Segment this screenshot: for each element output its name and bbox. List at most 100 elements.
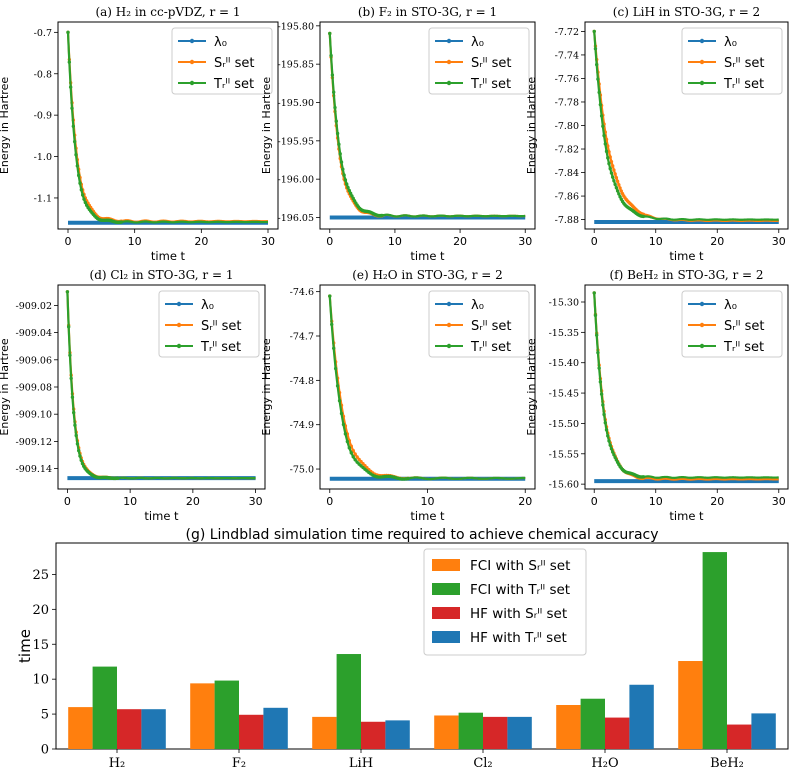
panel-f-marker xyxy=(607,439,611,443)
panel-f-ytick-label: -15.50 xyxy=(549,419,579,430)
panel-e-marker xyxy=(357,457,361,462)
panel-b-marker xyxy=(347,188,352,193)
panel-a-xtick-label: 30 xyxy=(261,235,275,248)
panel-e-xtick-label: 0 xyxy=(326,495,333,508)
panel-e-ylabel: Energy in Hartree xyxy=(260,338,273,435)
panel-c-marker xyxy=(610,175,615,179)
panel-c-marker xyxy=(593,47,598,51)
panel-c-marker xyxy=(607,161,611,166)
panel-e-marker xyxy=(351,455,355,459)
panel-d-ytick-label: -909.10 xyxy=(16,410,52,421)
panel-f-marker xyxy=(592,291,596,295)
panel-d-legend-label: λ₀ xyxy=(201,298,214,313)
panel-a-xtick-label: 20 xyxy=(194,235,208,248)
panel-a-xtick-label: 10 xyxy=(128,235,142,248)
panel-a-marker xyxy=(75,164,80,168)
panel-b-legend-label: Tᵣᴵᴵ set xyxy=(470,77,511,92)
panel-c-marker xyxy=(617,183,621,187)
panel-c-legend-marker xyxy=(699,38,705,44)
panel-g-frame xyxy=(55,542,789,750)
panel-c-xlabel: time t xyxy=(669,249,704,263)
panel-a-marker xyxy=(71,124,76,128)
panel-a-legend-marker xyxy=(189,59,195,65)
panel-d-xtick-label: 30 xyxy=(249,495,263,508)
panel-b-marker xyxy=(333,105,337,110)
panel-a-ytick-label: -0.8 xyxy=(34,69,52,80)
panel-b-legend-marker xyxy=(446,59,452,65)
panel-g-bar xyxy=(458,712,483,749)
panel-e-marker xyxy=(355,455,359,459)
panel-g-title: (g) Lindblad simulation time required to… xyxy=(185,527,658,543)
panel-f-marker xyxy=(608,443,612,447)
panel-e-legend xyxy=(428,290,530,358)
panel-f-xlabel: time t xyxy=(669,509,704,523)
panel-d-xtick-label: 20 xyxy=(186,495,200,508)
panel-c-ytick-label: -7.86 xyxy=(555,192,579,203)
panel-c-xtick-label: 10 xyxy=(649,235,663,248)
panel-b-marker xyxy=(380,213,384,218)
panel-d-marker xyxy=(65,290,70,294)
panel-b-legend-label: Sᵣᴵᴵ set xyxy=(471,56,511,71)
panel-b-marker xyxy=(345,182,349,186)
panel-f-marker xyxy=(606,434,610,438)
panel-e-marker xyxy=(339,411,344,416)
panel-d-marker xyxy=(80,461,85,466)
panel-a-marker xyxy=(83,200,88,205)
panel-e-marker xyxy=(335,384,340,388)
panel-a-marker xyxy=(74,153,78,157)
panel-d-xtick-label: 0 xyxy=(64,495,71,508)
panel-c-marker xyxy=(615,179,620,184)
panel-g-ytick-label: 10 xyxy=(32,673,49,688)
panel-d-marker xyxy=(79,458,83,462)
panel-c-ytick-label: -7.72 xyxy=(555,27,579,38)
panel-g-bar xyxy=(556,705,581,749)
panel-c-marker xyxy=(604,149,609,154)
panel-c-marker xyxy=(606,144,610,148)
panel-c-marker xyxy=(592,29,596,34)
panel-c-marker xyxy=(618,195,622,199)
panel-b-marker xyxy=(341,167,345,171)
panel-b-xtick-label: 20 xyxy=(453,235,467,248)
panel-f-marker xyxy=(609,447,614,451)
panel-f-marker xyxy=(601,403,605,407)
panel-e-marker xyxy=(328,294,332,298)
panel-b-ytick-label: -195.80 xyxy=(278,21,314,32)
panel-g-bar xyxy=(312,716,337,749)
panel-a-legend-label: Sᵣᴵᴵ set xyxy=(214,56,254,71)
panel-e-legend-label: Sᵣᴵᴵ set xyxy=(471,319,511,334)
panel-e-marker xyxy=(343,432,348,436)
panel-f-legend xyxy=(681,290,783,358)
panel-g-ytick-label: 0 xyxy=(41,743,49,758)
panel-e-marker xyxy=(351,448,355,453)
panel-f-title: (f) BeH₂ in STO-3G, r = 2 xyxy=(609,268,763,282)
panel-c-ytick-label: -7.76 xyxy=(555,74,579,85)
panel-e-ytick-label: -74.6 xyxy=(290,287,314,298)
panel-c-marker xyxy=(618,186,622,190)
panel-d-marker xyxy=(73,423,77,427)
panel-d-legend-marker xyxy=(176,301,182,307)
panel-g-legend-swatch xyxy=(432,607,460,619)
panel-a-marker xyxy=(68,85,73,89)
panel-d-marker xyxy=(77,448,81,453)
panel-c-legend-marker xyxy=(699,59,705,65)
panel-b-ylabel: Energy in Hartree xyxy=(260,77,273,174)
panel-b-frame xyxy=(319,21,536,230)
panel-g-bar xyxy=(190,683,215,749)
panel-a-marker xyxy=(66,30,70,35)
panel-g-ytick-label: 25 xyxy=(32,568,49,583)
panel-a-ytick-label: -0.9 xyxy=(34,111,52,122)
panel-b-legend xyxy=(428,27,530,95)
panel-f-ytick-label: -15.35 xyxy=(549,328,579,339)
panel-g-bar xyxy=(385,720,410,749)
panel-d-ytick-label: -909.06 xyxy=(16,355,52,366)
panel-c-ytick-label: -7.80 xyxy=(555,121,579,132)
panel-c-marker xyxy=(613,182,617,187)
panel-d-title: (d) Cl₂ in STO-3G, r = 1 xyxy=(90,268,234,282)
panel-e-legend-label: λ₀ xyxy=(471,298,484,313)
panel-d-xtick-label: 10 xyxy=(123,495,137,508)
panel-b-marker xyxy=(330,73,335,77)
panel-g-legend xyxy=(423,548,587,656)
panel-f-ytick-label: -15.30 xyxy=(549,298,579,309)
panel-d-legend xyxy=(158,290,260,358)
